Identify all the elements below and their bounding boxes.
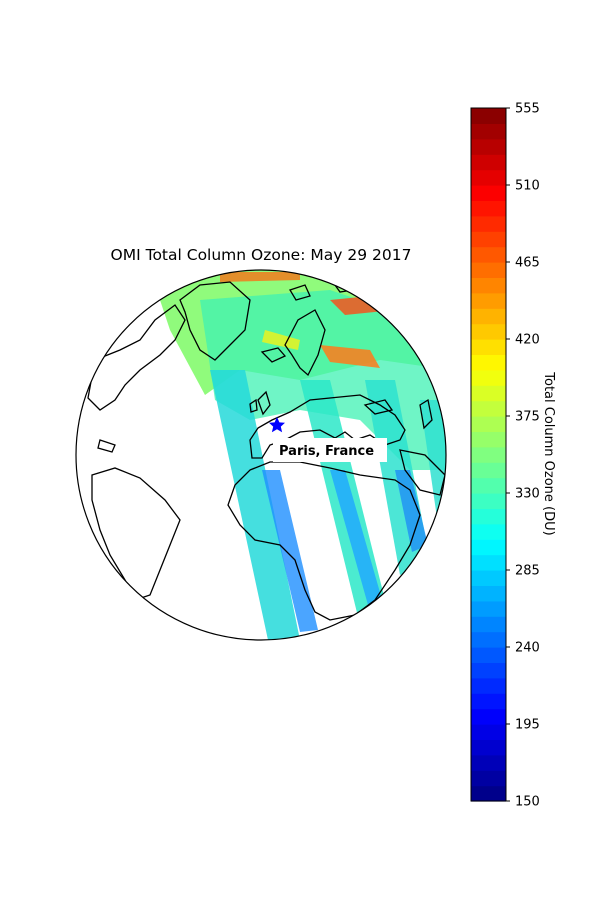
colorbar-band [471,554,506,571]
colorbar-band [471,416,506,432]
colorbar-band [471,215,506,232]
colorbar-band [471,323,506,340]
coast-south-america [91,467,181,601]
coast-iceland [260,347,287,363]
colorbar-band [471,662,506,679]
colorbar-tick-label: 510 [515,179,540,194]
colorbar-band [471,739,506,756]
colorbar-band [471,724,506,740]
colorbar-band [471,277,506,294]
map-title: OMI Total Column Ozone: May 29 2017 [111,246,412,264]
colorbar-tick-label: 555 [515,102,540,117]
ozone-high-streak-2 [320,345,380,368]
colorbar-band [471,231,506,248]
coast-britain [257,390,271,416]
colorbar-band [471,631,506,648]
ozone-swath-3-core [395,470,428,552]
colorbar-band [471,647,506,663]
colorbar-band [471,570,506,586]
colorbar-band [471,477,506,494]
colorbar-band [471,708,506,725]
colorbar-band [471,539,506,556]
location-annotation: Paris, France [273,438,387,462]
colorbar-band [471,431,506,448]
colorbar-band [471,339,506,355]
ozone-swath-1-core [262,470,318,632]
colorbar-band [471,292,506,309]
colorbar-frame [470,107,507,802]
colorbar-band [471,585,506,602]
colorbar-band [471,246,506,263]
coast-caribbean [97,439,116,453]
colorbar-tick-label: 375 [515,410,540,425]
coast-madagascar [394,593,406,621]
ozone-swath-2-core [330,470,385,612]
globe-outline [75,269,447,641]
colorbar-band [471,308,506,325]
colorbar-band [471,677,506,694]
colorbar-label: Total Column Ozone (DU) [541,371,556,535]
colorbar-band [471,354,506,371]
coast-black-sea [363,399,394,415]
colorbar-band [471,693,506,710]
annotation-label: Paris, France [279,444,374,459]
ozone-yellow-streak [262,330,300,350]
colorbar-tick-label: 465 [515,256,540,271]
globe [75,269,447,641]
coast-scandinavia [284,309,326,377]
colorbar-band [471,446,506,463]
colorbar-band [471,169,506,186]
location-marker [269,417,285,433]
marker-star-icon [269,417,285,433]
coast-north-america [87,304,186,411]
coast-greenland [179,281,251,361]
colorbar-band [471,138,506,155]
colorbar-band [471,154,506,171]
colorbar-tick-label: 330 [515,487,540,502]
colorbar-band [471,616,506,633]
colorbar-band [471,400,506,417]
colorbar-tick-label: 285 [515,564,540,579]
colorbar-tick-label: 195 [515,718,540,733]
ozone-high-streak-3 [220,272,300,282]
colorbar-band [471,493,506,509]
colorbar-band [471,785,506,802]
colorbar-tick-label: 240 [515,641,540,656]
colorbar: 150 195 240 285 330 375 420 465 510 555 Total Col… [470,102,556,810]
colorbar-band [471,523,506,540]
colorbar-band [471,385,506,402]
coast-ireland [249,398,258,413]
ozone-swath-1 [210,370,300,640]
colorbar-band [471,123,506,140]
colorbar-band [471,108,506,124]
colorbar-band [471,508,506,525]
annotation-box [273,438,387,462]
colorbar-band [471,462,506,479]
colorbar-band [471,262,506,278]
colorbar-band [471,185,506,201]
colorbar-band [471,200,506,217]
coast-arabia [399,449,446,496]
colorbar-band [471,600,506,617]
colorbar-band [471,754,506,771]
colorbar-bands [471,108,506,802]
colorbar-ticks: 150 195 240 285 330 375 420 465 510 555 [506,102,540,810]
coast-svalbard [289,284,311,301]
colorbar-tick-label: 420 [515,333,540,348]
colorbar-band [471,770,506,787]
colorbar-tick-label: 150 [515,795,540,810]
coast-caspian [419,398,433,430]
colorbar-band [471,369,506,386]
